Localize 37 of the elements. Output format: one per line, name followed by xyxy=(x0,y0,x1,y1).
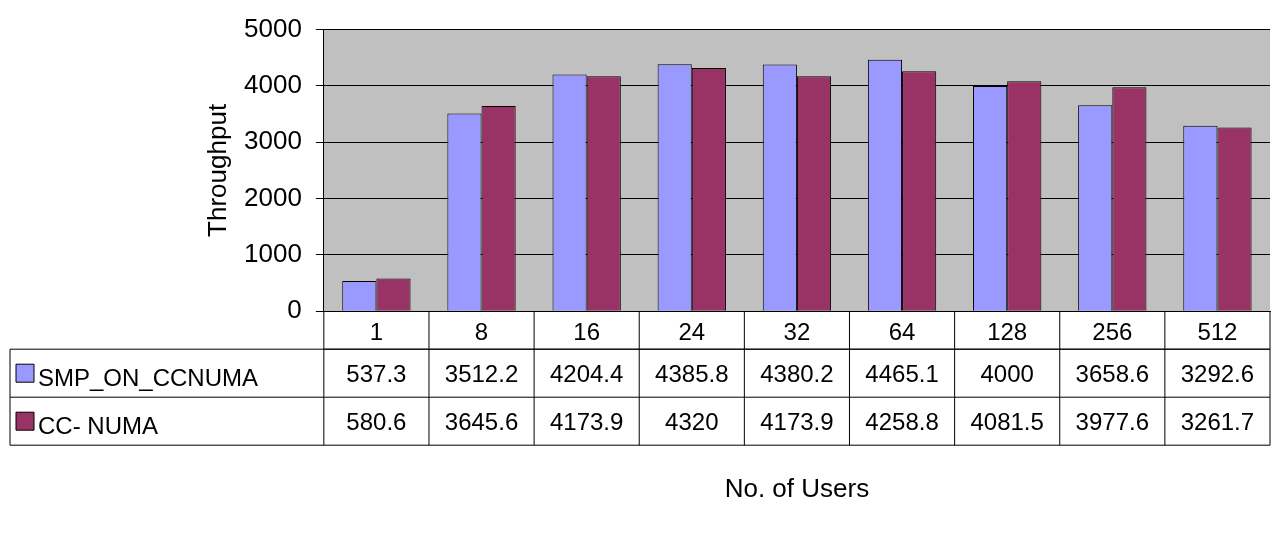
x-tick-label: 8 xyxy=(474,318,489,346)
x-tick-label: 64 xyxy=(888,318,916,346)
data-label: 3645.6 xyxy=(444,407,519,435)
y-tick-label: 3000 xyxy=(244,125,302,156)
x-tick-label: 1 xyxy=(369,318,384,346)
y-tick-label: 0 xyxy=(287,294,302,325)
data-label: 3658.6 xyxy=(1075,359,1150,387)
y-tick-label: 5000 xyxy=(244,12,302,43)
data-label: 537.3 xyxy=(346,359,407,387)
data-label: 4173.9 xyxy=(549,407,624,435)
data-label: 4173.9 xyxy=(760,407,834,435)
x-axis-title: No. of Users xyxy=(724,473,870,504)
data-label: 4385.8 xyxy=(655,359,729,387)
data-label: 3261.7 xyxy=(1180,407,1255,435)
legend-label: CC- NUMA xyxy=(38,411,158,439)
data-label: 4204.4 xyxy=(549,359,624,387)
data-label: 4258.8 xyxy=(865,407,939,435)
data-label: 580.6 xyxy=(346,407,407,435)
x-tick-label: 16 xyxy=(573,318,601,346)
data-label: 4000 xyxy=(980,359,1034,387)
legend-label: SMP_ON_CCNUMA xyxy=(38,363,259,391)
x-tick-label: 512 xyxy=(1197,318,1238,346)
data-label: 4465.1 xyxy=(865,359,939,387)
x-tick-label: 128 xyxy=(987,318,1028,346)
x-tick-label: 24 xyxy=(678,318,706,346)
data-label: 4320 xyxy=(665,407,719,435)
data-label: 4081.5 xyxy=(970,407,1044,435)
data-label: 4380.2 xyxy=(760,359,834,387)
data-label: 3292.6 xyxy=(1180,359,1255,387)
y-axis-title: Throughput xyxy=(202,103,233,237)
x-tick-label: 256 xyxy=(1092,318,1133,346)
y-tick-label: 4000 xyxy=(244,69,302,100)
data-label: 3977.6 xyxy=(1075,407,1150,435)
x-tick-label: 32 xyxy=(783,318,811,346)
y-tick-label: 1000 xyxy=(244,238,302,269)
y-tick-label: 2000 xyxy=(244,181,302,212)
data-label: 3512.2 xyxy=(444,359,519,387)
